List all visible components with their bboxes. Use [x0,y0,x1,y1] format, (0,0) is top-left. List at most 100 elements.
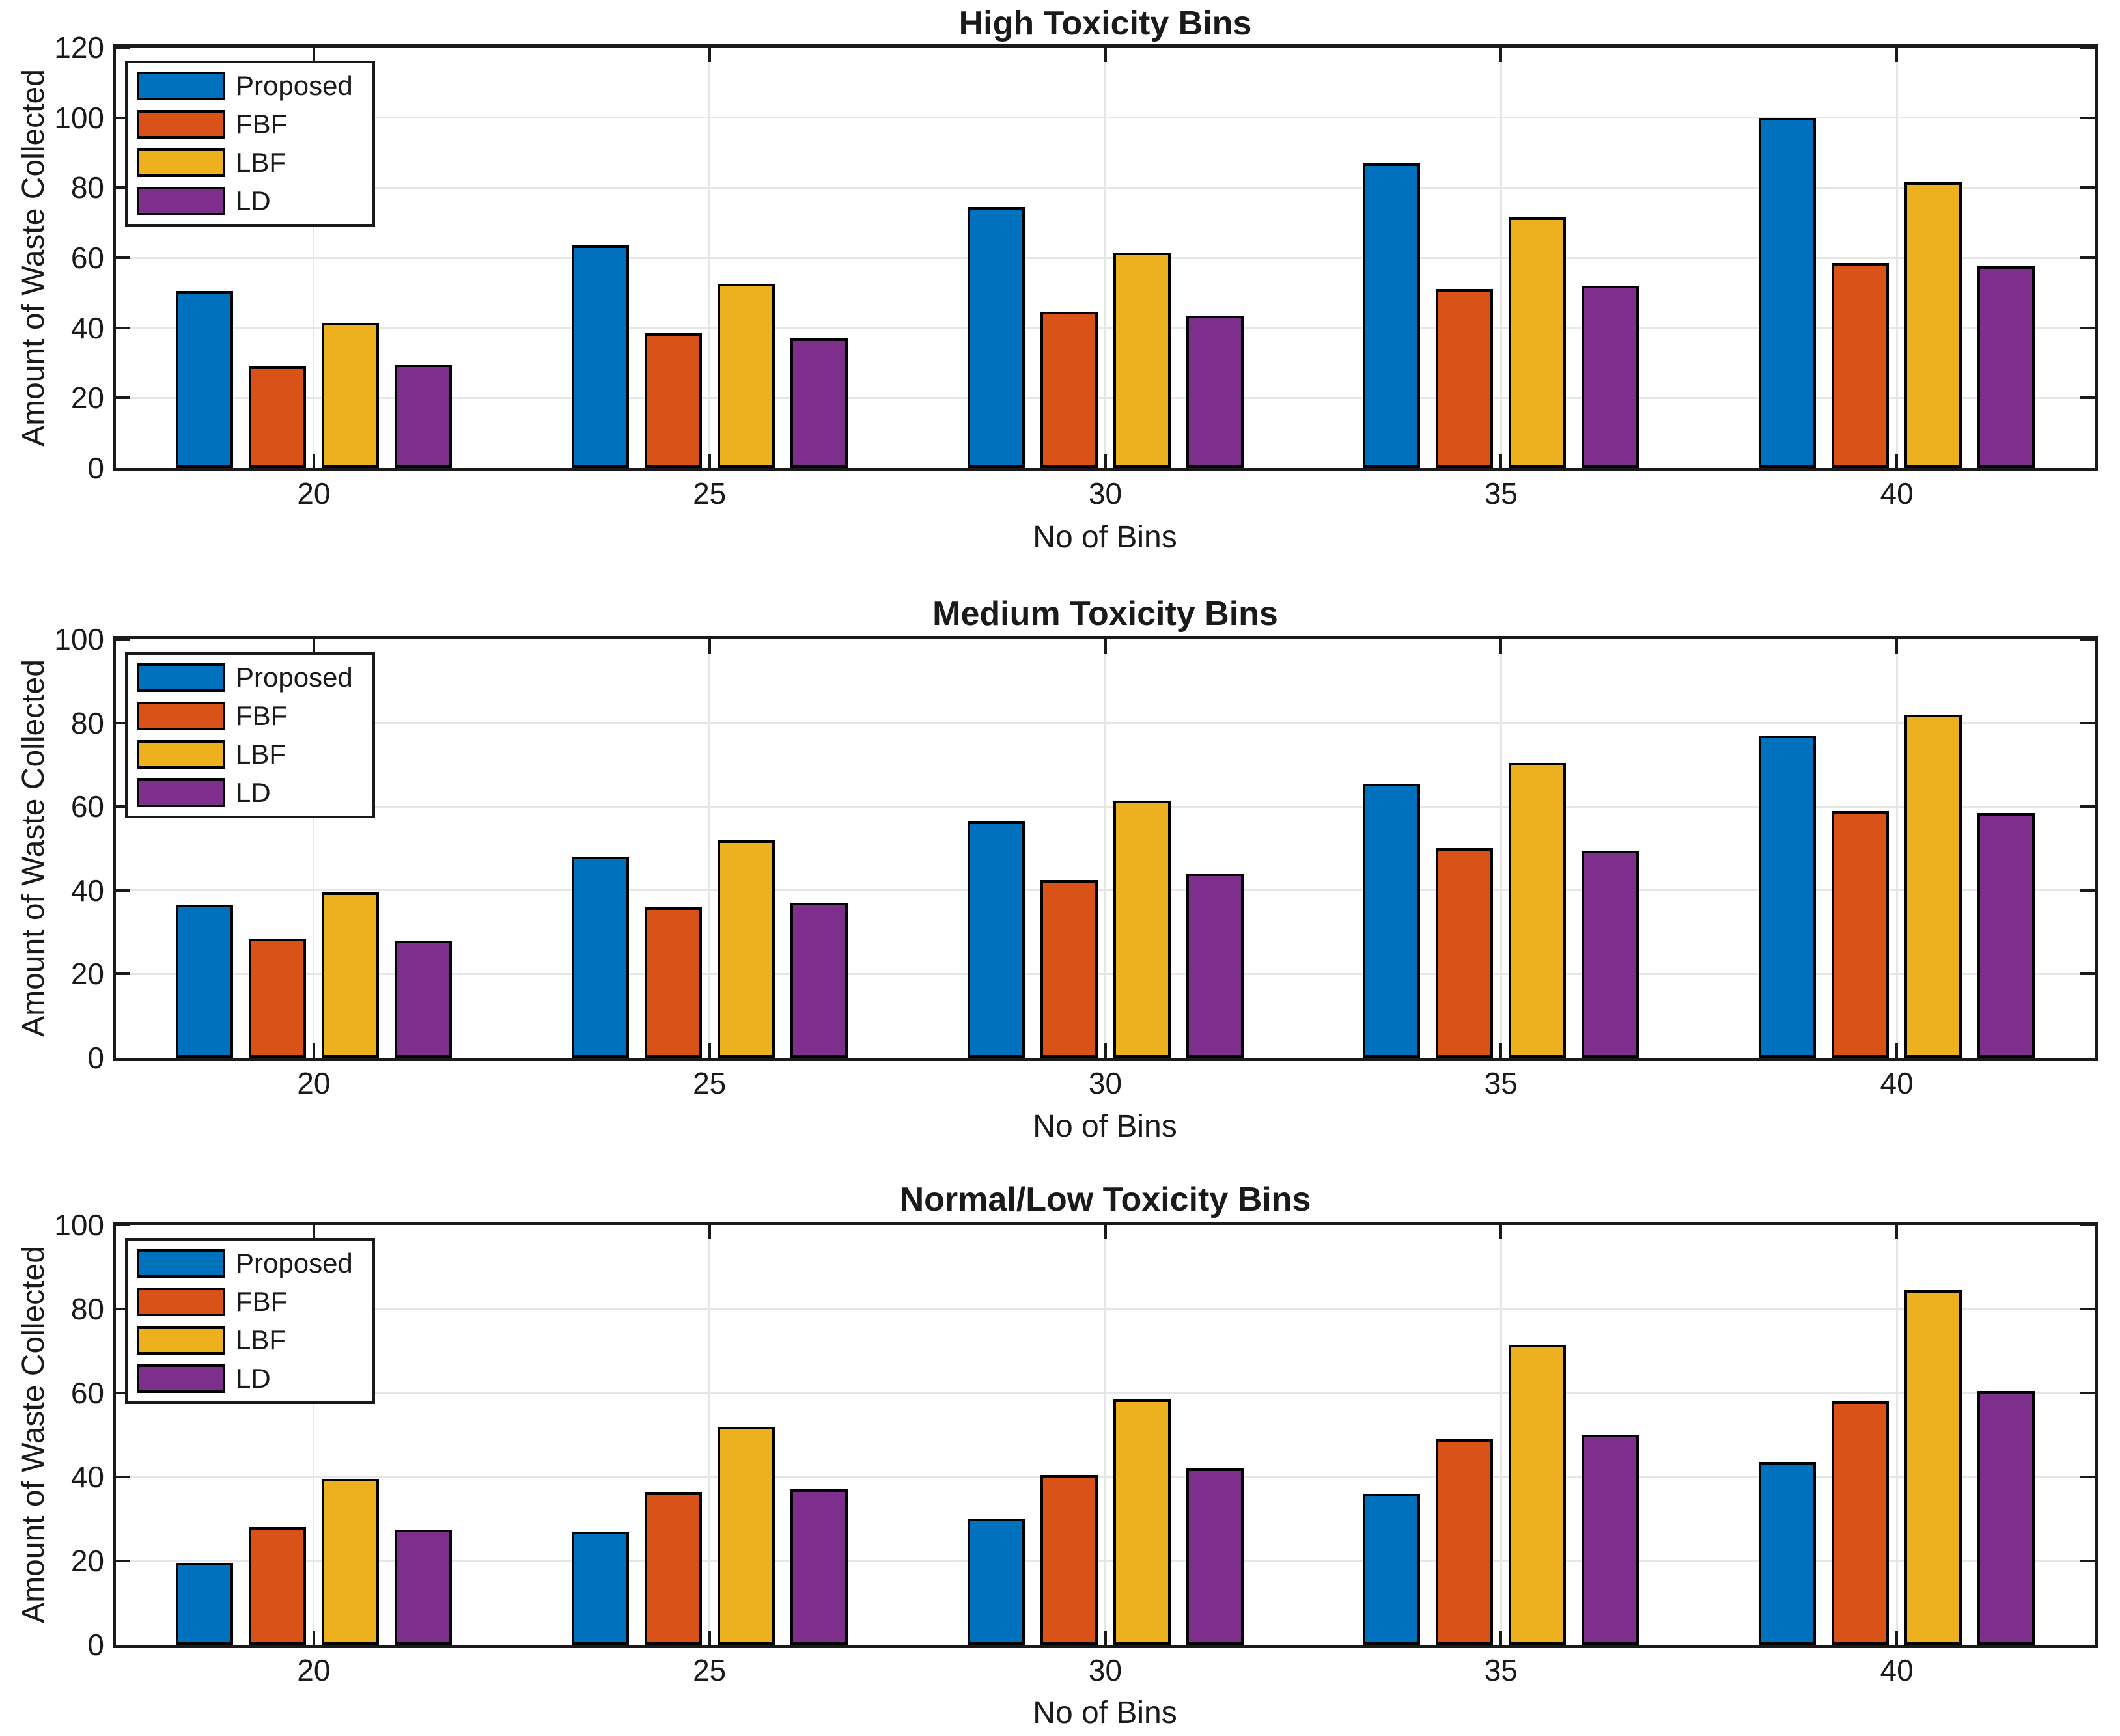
x-tick-top [312,48,315,62]
bar-lbf [1904,182,1962,468]
v-gridline [313,639,315,1058]
bar-proposed [1759,118,1816,468]
bar-proposed [572,857,629,1058]
legend-item: Proposed [137,663,353,693]
legend-item: FBF [137,109,353,139]
x-tick-top [1104,48,1107,62]
y-tick-right [2080,326,2095,329]
legend-swatch-ld [137,1364,225,1393]
x-tick-bottom [312,454,315,468]
bar-proposed [176,1563,233,1645]
y-tick-label: 60 [70,1376,104,1410]
x-tick-top [312,639,315,654]
legend-item: LD [137,1364,353,1394]
x-tick-label: 20 [297,1066,331,1100]
v-gridline [1104,639,1106,1058]
legend-label: LBF [236,1325,286,1355]
x-tick-label: 20 [297,476,331,510]
y-tick-label: 0 [87,451,104,485]
legend-label: FBF [236,700,288,731]
y-tick-left [116,186,130,189]
legend-swatch-lbf [137,1326,225,1355]
legend-swatch-ld [137,778,225,807]
bar-proposed [176,291,233,468]
legend-label: FBF [236,1286,288,1317]
y-tick-label: 20 [70,957,104,991]
bar-fbf [1832,1401,1889,1645]
bar-lbf [1509,217,1566,468]
x-tick-bottom [1104,454,1107,468]
x-tick-bottom [312,1043,315,1058]
bar-proposed [1363,784,1420,1058]
x-tick-bottom [1104,1043,1107,1058]
x-tick-top [1499,1225,1503,1239]
bar-lbf [322,323,379,468]
v-gridline [1499,1225,1502,1645]
y-tick-right [2080,396,2095,400]
bar-fbf [1040,1475,1098,1645]
bar-fbf [1040,312,1098,468]
plot-area: Proposed FBF LBF LD [113,44,2098,471]
x-tick-label: 25 [693,1653,727,1687]
legend-item: LBF [137,739,353,769]
x-tick-bottom [1499,1631,1503,1645]
y-tick-left [116,1560,130,1562]
y-tick-right [2080,116,2095,119]
x-tick-label: 20 [297,1653,331,1687]
chart-title: High Toxicity Bins [958,5,1252,42]
legend-item: LBF [137,148,353,178]
x-tick-label: 25 [693,476,727,510]
legend-item: Proposed [137,71,353,101]
legend: Proposed FBF LBF LD [125,652,375,818]
x-tick-label: 40 [1880,1066,1914,1100]
y-tick-label: 40 [70,1460,104,1494]
v-gridline [313,48,315,468]
x-tick-bottom [1499,454,1503,468]
chart-title: Normal/Low Toxicity Bins [899,1181,1311,1219]
y-tick-left [116,396,130,400]
bar-lbf [718,1427,775,1645]
x-tick-top [1104,1225,1107,1239]
y-tick-left [116,889,130,892]
y-tick-right [2080,1476,2095,1478]
bar-lbf [1904,715,1962,1058]
y-tick-right [2080,721,2095,724]
x-tick-bottom [708,454,711,468]
bar-fbf [249,939,306,1058]
y-tick-label: 40 [70,873,104,907]
bar-proposed [572,1532,629,1645]
x-tick-top [708,639,711,654]
y-tick-left [116,326,130,329]
bar-ld [1186,1468,1244,1645]
legend-label: Proposed [236,662,353,693]
bar-fbf [1832,263,1889,468]
bar-ld [1582,851,1639,1058]
y-tick-left [116,1476,130,1478]
bar-lbf [1904,1290,1962,1645]
x-tick-bottom [708,1043,711,1058]
y-tick-right [2080,256,2095,259]
v-gridline [313,1225,315,1645]
bar-lbf [718,840,775,1058]
y-tick-left [116,1308,130,1310]
legend-label: LD [236,777,271,808]
x-tick-top [1104,639,1107,654]
legend-label: Proposed [236,1248,353,1278]
legend-swatch-proposed [137,72,225,100]
bar-proposed [1363,1494,1420,1645]
bar-lbf [1113,253,1171,468]
y-tick-label: 100 [54,622,104,656]
x-tick-label: 25 [693,1066,727,1100]
y-tick-label: 40 [70,310,104,345]
y-tick-label: 80 [70,706,104,740]
legend-swatch-ld [137,187,225,215]
legend: Proposed FBF LBF LD [125,1238,375,1404]
v-gridline [1104,48,1106,468]
bar-ld [395,941,452,1058]
bar-fbf [645,907,702,1058]
bar-fbf [645,333,702,468]
y-tick-left [116,1224,130,1226]
y-tick-left [116,805,130,808]
x-tick-bottom [1104,1631,1107,1645]
